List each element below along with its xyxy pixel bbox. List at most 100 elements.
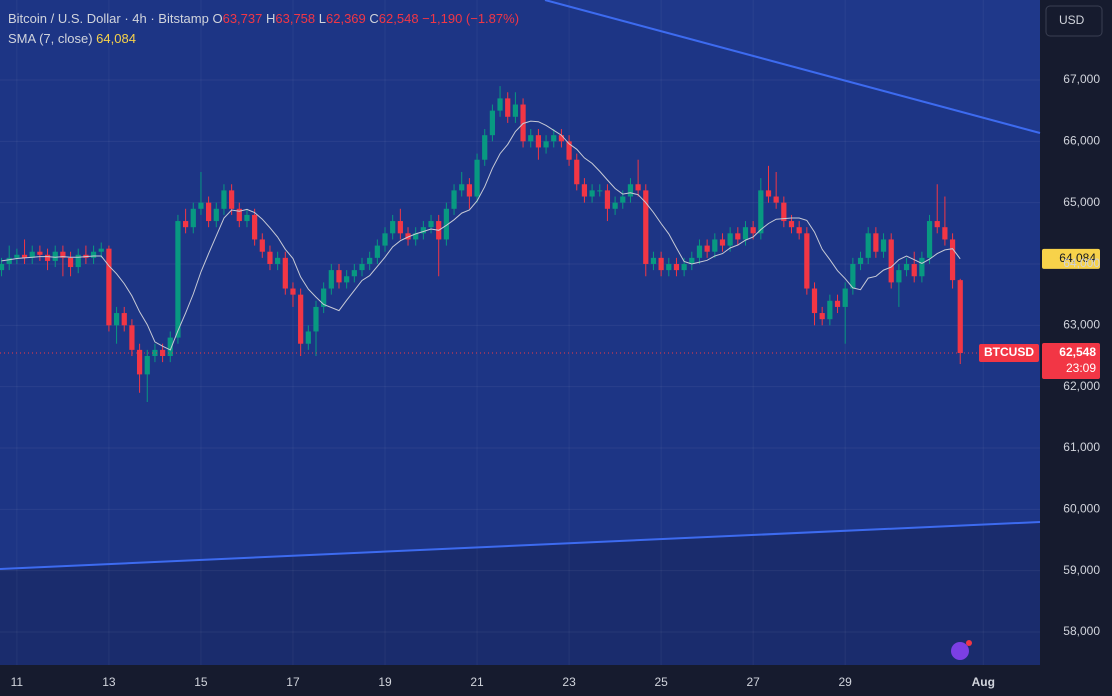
candle-body — [727, 233, 733, 246]
candle-body — [704, 245, 710, 252]
x-tick-label: Aug — [972, 675, 995, 689]
y-tick-label: 67,000 — [1063, 72, 1100, 86]
candle-body — [206, 202, 212, 222]
candle-body — [689, 257, 695, 264]
candle-body — [37, 251, 43, 255]
candle-body — [604, 190, 611, 209]
candle-body — [144, 355, 150, 375]
x-tick-label: 21 — [470, 675, 484, 689]
candle-body — [857, 257, 864, 264]
candle-body — [351, 270, 357, 277]
y-tick-label: 58,000 — [1063, 624, 1100, 638]
candle-body — [52, 251, 58, 261]
candle-body — [390, 221, 396, 234]
y-tick-label: 66,000 — [1063, 133, 1100, 147]
candle-body — [551, 135, 557, 142]
candle-body — [673, 263, 680, 271]
candle-body — [190, 208, 196, 228]
ohlc-l: L — [318, 11, 326, 26]
indicator: SMA (7, close) — [8, 31, 93, 46]
candle-body — [367, 257, 373, 264]
candle-body — [635, 184, 641, 191]
candle-body — [397, 221, 403, 234]
x-tick-label: 29 — [839, 675, 853, 689]
candle-body — [949, 239, 956, 281]
change: −1,190 (−1.87%) — [422, 11, 520, 26]
trend-line — [544, 0, 1041, 134]
candle-body — [90, 251, 97, 258]
candle-body — [765, 190, 772, 197]
candle-body — [827, 300, 833, 320]
candle-body — [919, 257, 925, 277]
x-tick-label: 11 — [11, 675, 24, 689]
candle-body — [589, 190, 595, 197]
candle-body — [597, 190, 603, 192]
time-axis — [0, 665, 1040, 696]
ohlc-h: H — [265, 11, 276, 26]
currency-button[interactable] — [1045, 5, 1103, 37]
candle-body — [873, 233, 879, 252]
last-price-tag-bg — [1042, 343, 1100, 380]
candle-body — [443, 208, 449, 240]
candle-body — [850, 263, 856, 289]
y-tick-label: 63,000 — [1063, 317, 1100, 331]
candle-body — [505, 98, 511, 117]
candle-body — [213, 208, 219, 222]
candle-body — [811, 288, 818, 314]
candle-body — [497, 98, 503, 111]
candle-body — [696, 245, 703, 258]
candle-body — [942, 227, 948, 240]
candle-body — [750, 227, 756, 234]
candle-body — [290, 288, 296, 295]
candle-body — [911, 263, 917, 277]
candle-body — [819, 313, 825, 320]
candle-body — [167, 337, 173, 356]
candle-body — [305, 331, 311, 344]
sma-tag-bg — [1042, 248, 1100, 269]
candle-body — [344, 276, 350, 283]
candle-body — [957, 280, 963, 354]
candle-body — [535, 135, 542, 148]
indicator-value: 64,084 — [96, 31, 136, 46]
candle-body — [21, 254, 28, 258]
candle-body — [159, 349, 166, 356]
y-tick-label: 64,000 — [1063, 256, 1100, 270]
candle-body — [620, 196, 626, 203]
candle-body — [275, 257, 281, 264]
candle-body — [459, 184, 465, 191]
candle-body — [14, 254, 20, 258]
candle-body — [113, 313, 120, 326]
legend: Bitcoin / U.S. Dollar · 4h · Bitstamp O6… — [8, 9, 519, 49]
candle-body — [781, 202, 787, 222]
candle-body — [98, 248, 104, 252]
candle-body — [719, 239, 726, 246]
candle-body — [405, 233, 411, 240]
currency[interactable]: USD — [1059, 13, 1085, 27]
candle-body — [152, 349, 158, 356]
candle-body — [788, 221, 795, 228]
x-tick-label: 23 — [562, 675, 576, 689]
y-tick-label: 62,000 — [1063, 379, 1100, 393]
candle-body — [926, 221, 933, 258]
candle-body — [489, 110, 495, 136]
candle-body — [566, 141, 572, 160]
candle-body — [67, 257, 74, 268]
candle-body — [175, 221, 181, 338]
candle-body — [466, 184, 472, 197]
x-tick-label: 19 — [378, 675, 392, 689]
candle-body — [44, 254, 51, 261]
candle-body — [896, 270, 902, 283]
candle-body — [6, 257, 12, 264]
ohlc-o: O — [212, 11, 223, 26]
ohlc-l-value: 62,369 — [326, 11, 366, 26]
candle-body — [482, 135, 488, 160]
sma-tag: 64,084 — [1059, 251, 1096, 265]
candle-body — [643, 190, 649, 264]
candle-body — [735, 233, 741, 240]
candle-body — [612, 202, 618, 209]
assistant-icon[interactable] — [951, 642, 969, 660]
candle-body — [413, 233, 419, 240]
sma-line — [1, 120, 961, 351]
